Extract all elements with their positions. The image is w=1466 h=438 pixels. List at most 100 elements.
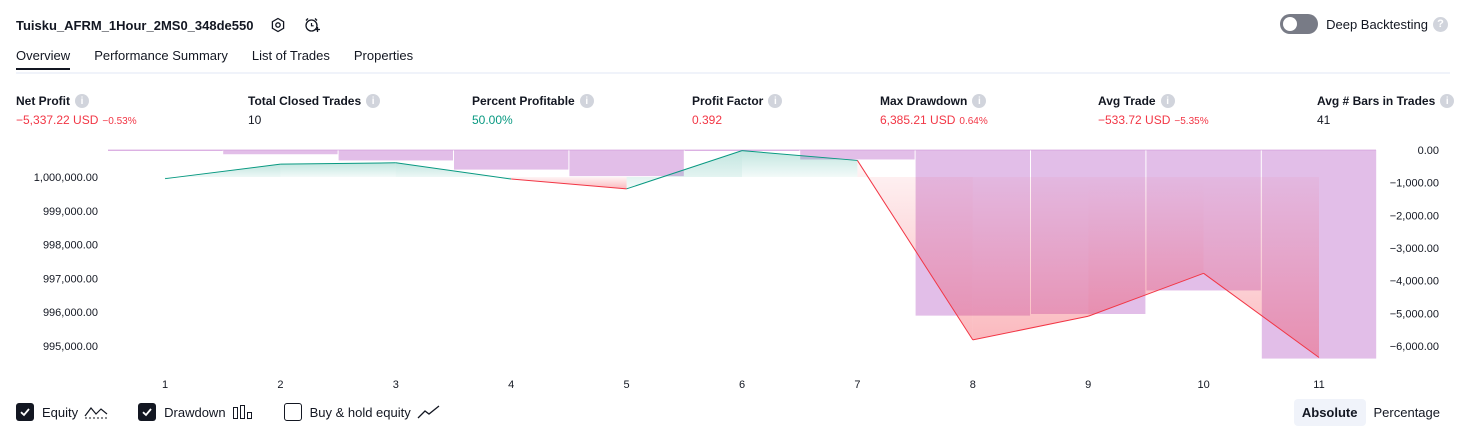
right-axis-tick-label: −4,000.00 — [1390, 276, 1439, 288]
settings-icon[interactable] — [269, 16, 287, 34]
stat-label: Total Closed Trades — [248, 94, 362, 108]
legend-drawdown[interactable]: Drawdown — [138, 403, 253, 421]
equity-fill-segment — [742, 150, 858, 177]
stat-percent: −5.35% — [1174, 116, 1209, 127]
drawdown-bars-icon — [232, 404, 254, 420]
left-axis-tick-label: 1,000,000.00 — [34, 172, 98, 184]
x-axis-tick-label: 11 — [1313, 379, 1324, 391]
strategy-header: Tuisku_AFRM_1Hour_2MS0_348de550 — [16, 13, 321, 37]
right-axis-tick-label: −3,000.00 — [1390, 243, 1439, 255]
right-axis-tick-label: 0.00 — [1418, 145, 1439, 157]
equity-segment — [1088, 272, 1204, 317]
deep-backtesting-toggle[interactable] — [1280, 14, 1319, 34]
chart-legend: Equity Drawdown Buy & hold equity — [16, 403, 471, 421]
stat-percent: −0.53% — [102, 116, 137, 127]
equity-segment — [511, 178, 627, 190]
drawdown-checkbox[interactable] — [138, 403, 157, 421]
absolute-button[interactable]: Absolute — [1293, 399, 1366, 426]
equity-segment — [972, 315, 1089, 341]
stat-avg-trade: Avg Trade i −533.72 USD −5.35% — [1098, 94, 1209, 127]
tab-performance-summary[interactable]: Performance Summary — [94, 48, 228, 63]
equity-line-icon — [84, 404, 108, 420]
equity-segment — [856, 160, 974, 341]
stat-profit-factor: Profit Factor i 0.392 — [692, 94, 783, 127]
equity-segment — [626, 150, 743, 190]
drawdown-bar — [569, 150, 684, 177]
left-axis-tick-label: 995,000.00 — [43, 341, 98, 353]
stat-percent: 0.64% — [959, 116, 988, 127]
right-axis-tick-label: −6,000.00 — [1390, 341, 1439, 353]
buy-hold-checkbox[interactable] — [283, 403, 302, 421]
help-icon[interactable]: ? — [1433, 16, 1448, 32]
buy-hold-line-icon — [417, 404, 441, 420]
drawdown-bar — [108, 150, 223, 151]
legend-label: Drawdown — [164, 404, 226, 420]
equity-checkbox[interactable] — [16, 403, 34, 421]
info-icon[interactable]: i — [75, 94, 89, 108]
x-axis-tick-label: 2 — [277, 379, 283, 391]
equity-fill-segment — [511, 177, 627, 189]
stat-label: Avg Trade — [1098, 94, 1156, 108]
left-axis-tick-label: 997,000.00 — [43, 273, 98, 285]
deep-backtesting: Deep Backtesting ? — [1280, 14, 1448, 34]
equity-fills — [165, 150, 1319, 358]
report-tabs: Overview Performance Summary List of Tra… — [16, 48, 437, 70]
info-icon[interactable]: i — [1440, 94, 1455, 108]
tab-properties[interactable]: Properties — [353, 48, 414, 63]
stat-label: Percent Profitable — [472, 94, 575, 108]
legend-label: Buy & hold equity — [309, 404, 411, 420]
left-axis-tick-label: 998,000.00 — [43, 240, 98, 252]
legend-buy-hold-equity[interactable]: Buy & hold equity — [283, 403, 441, 421]
tabs-divider — [16, 72, 1450, 74]
x-axis-tick-label: 1 — [162, 379, 168, 391]
left-axis-tick-label: 996,000.00 — [43, 307, 98, 319]
drawdown-bar — [454, 150, 569, 170]
equity-fill-segment — [280, 162, 396, 177]
equity-segment — [280, 162, 396, 165]
deep-backtesting-label: Deep Backtesting — [1326, 16, 1428, 32]
x-axis-tick-label: 10 — [1197, 379, 1209, 391]
info-icon[interactable]: i — [366, 94, 381, 108]
percentage-button[interactable]: Percentage — [1373, 405, 1441, 420]
x-axis-tick-label: 3 — [393, 379, 399, 391]
right-axis-tick-label: −1,000.00 — [1390, 178, 1439, 190]
stat-net-profit: Net Profit i −5,337.22 USD −0.53% — [16, 94, 137, 127]
stat-total-closed-trades: Total Closed Trades i 10 — [248, 94, 381, 127]
stat-value: −5,337.22 USD — [16, 113, 99, 127]
stat-value: 50.00% — [472, 113, 513, 127]
x-axis-tick-label: 6 — [739, 379, 745, 391]
info-icon[interactable]: i — [768, 94, 783, 108]
equity-fill-segment — [1088, 177, 1204, 317]
view-mode-switch: Absolute Percentage — [1293, 399, 1448, 426]
info-icon[interactable]: i — [579, 94, 594, 108]
equity-drawdown-chart: 1,000,000.00 999,000.00 998,000.00 997,000.… — [34, 145, 1439, 391]
equity-segment — [1203, 272, 1320, 358]
info-icon[interactable]: i — [972, 94, 987, 108]
stat-value: 41 — [1317, 113, 1331, 127]
left-axis-tick-label: 999,000.00 — [43, 206, 98, 218]
equity-segment — [741, 150, 858, 161]
x-axis-tick-label: 8 — [970, 379, 976, 391]
stat-label: Max Drawdown — [880, 94, 968, 108]
drawdown-bar — [223, 150, 338, 155]
stat-value: 0.392 — [692, 113, 723, 127]
info-icon[interactable]: i — [1160, 94, 1175, 108]
drawdown-bar — [800, 150, 915, 160]
tab-overview[interactable]: Overview — [16, 48, 71, 70]
equity-segment — [395, 162, 512, 180]
drawdown-bar — [338, 150, 453, 161]
equity-fill-segment — [1203, 177, 1319, 358]
x-axis-tick-label: 5 — [624, 379, 630, 391]
add-alert-icon[interactable] — [303, 16, 321, 34]
stat-label: Profit Factor — [692, 94, 764, 108]
legend-equity[interactable]: Equity — [16, 403, 108, 421]
stat-value: −533.72 USD — [1098, 113, 1171, 127]
x-axis-tick-label: 7 — [854, 379, 860, 391]
equity-segment — [164, 163, 281, 180]
equity-line — [164, 150, 1320, 358]
tab-list-of-trades[interactable]: List of Trades — [251, 48, 330, 63]
x-axis-tick-label: 4 — [508, 379, 514, 391]
stat-value: 10 — [248, 113, 262, 127]
stat-label: Avg # Bars in Trades — [1317, 94, 1436, 108]
right-axis-tick-label: −2,000.00 — [1390, 210, 1439, 222]
